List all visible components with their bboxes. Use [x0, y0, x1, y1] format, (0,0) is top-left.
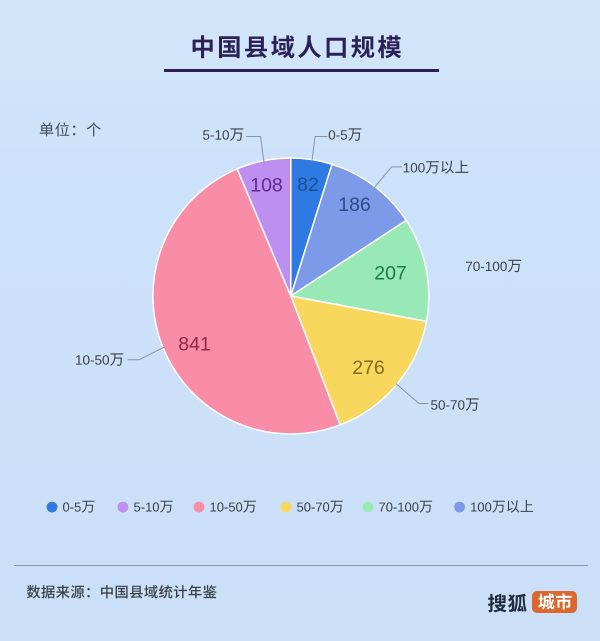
svg-text:841: 841: [178, 333, 211, 355]
svg-text:276: 276: [352, 357, 385, 379]
svg-text:186: 186: [338, 194, 371, 216]
svg-text:108: 108: [250, 174, 283, 196]
svg-text:82: 82: [297, 174, 319, 196]
svg-text:207: 207: [374, 262, 407, 284]
